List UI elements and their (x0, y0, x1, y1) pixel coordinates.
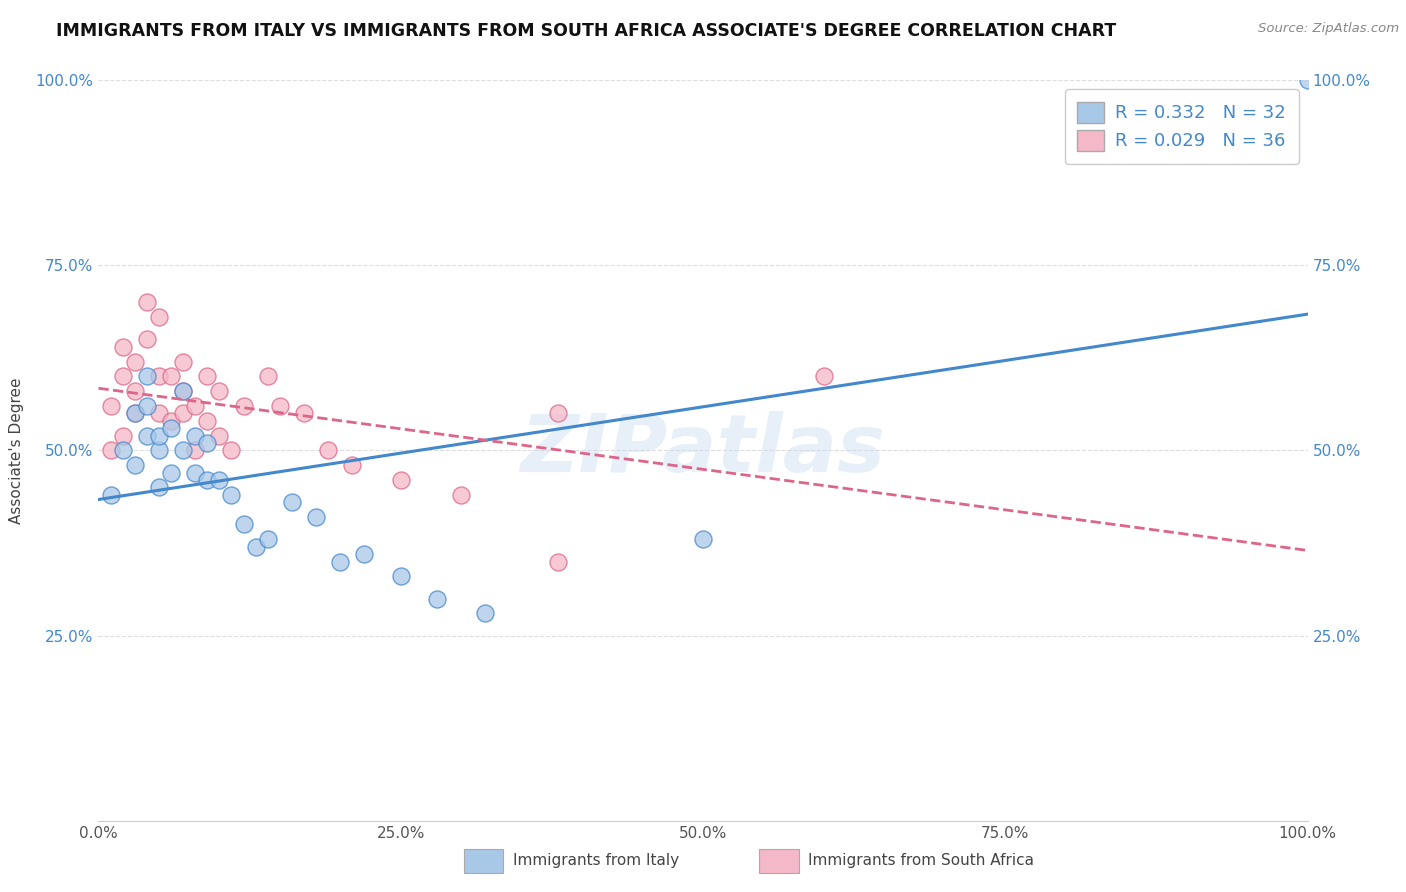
Point (195, 414, 218, 428)
Point (135, 295, 157, 310)
Point (148, 369, 170, 384)
Y-axis label: Associate's Degree: Associate's Degree (10, 377, 24, 524)
Point (184, 428, 207, 442)
Point (148, 407, 170, 421)
Text: Source: ZipAtlas.com: Source: ZipAtlas.com (1258, 22, 1399, 36)
Text: IMMIGRANTS FROM ITALY VS IMMIGRANTS FROM SOUTH AFRICA ASSOCIATE'S DEGREE CORRELA: IMMIGRANTS FROM ITALY VS IMMIGRANTS FROM… (56, 22, 1116, 40)
Point (256, 369, 278, 384)
Point (208, 384, 231, 399)
Point (124, 354, 146, 368)
Point (160, 414, 183, 428)
Point (329, 555, 352, 569)
Point (111, 369, 134, 384)
Point (111, 428, 134, 442)
Point (160, 466, 183, 480)
Point (342, 458, 364, 473)
Point (184, 399, 207, 413)
Point (148, 428, 170, 442)
Point (111, 443, 134, 458)
Point (100, 399, 122, 413)
Point (389, 569, 412, 583)
Point (813, 369, 835, 384)
Point (195, 369, 218, 384)
Point (195, 473, 218, 487)
Point (269, 399, 291, 413)
Point (389, 473, 412, 487)
Point (692, 533, 714, 547)
Point (208, 428, 231, 442)
Point (305, 510, 328, 524)
Point (124, 384, 146, 399)
Point (135, 369, 157, 384)
Point (135, 399, 157, 413)
Point (148, 443, 170, 458)
Point (316, 443, 339, 458)
Point (256, 533, 278, 547)
Point (172, 354, 194, 368)
Point (1296, 73, 1319, 87)
Point (172, 443, 194, 458)
Point (221, 488, 243, 502)
Point (292, 407, 315, 421)
Point (184, 466, 207, 480)
Point (208, 473, 231, 487)
Point (245, 540, 267, 554)
Point (100, 443, 122, 458)
Bar (759, 849, 799, 873)
Point (124, 407, 146, 421)
Point (353, 547, 375, 561)
Point (100, 488, 122, 502)
Point (474, 607, 496, 621)
Point (450, 488, 472, 502)
Point (426, 591, 449, 606)
Point (148, 480, 170, 494)
Bar (464, 849, 503, 873)
Point (124, 458, 146, 473)
Point (160, 421, 183, 435)
Point (547, 555, 569, 569)
Point (281, 495, 304, 509)
Point (135, 428, 157, 442)
Point (232, 517, 254, 532)
Point (172, 384, 194, 399)
Point (111, 340, 134, 354)
Point (172, 384, 194, 399)
Point (184, 443, 207, 458)
Point (148, 310, 170, 325)
Point (160, 369, 183, 384)
Point (124, 407, 146, 421)
Text: Immigrants from South Africa: Immigrants from South Africa (808, 854, 1035, 869)
Text: Immigrants from Italy: Immigrants from Italy (513, 854, 679, 869)
Point (232, 399, 254, 413)
Point (547, 407, 569, 421)
Text: ZIPatlas: ZIPatlas (520, 411, 886, 490)
Point (221, 443, 243, 458)
Point (135, 332, 157, 346)
Point (195, 436, 218, 450)
Legend: R = 0.332   N = 32, R = 0.029   N = 36: R = 0.332 N = 32, R = 0.029 N = 36 (1064, 89, 1299, 163)
Point (172, 407, 194, 421)
